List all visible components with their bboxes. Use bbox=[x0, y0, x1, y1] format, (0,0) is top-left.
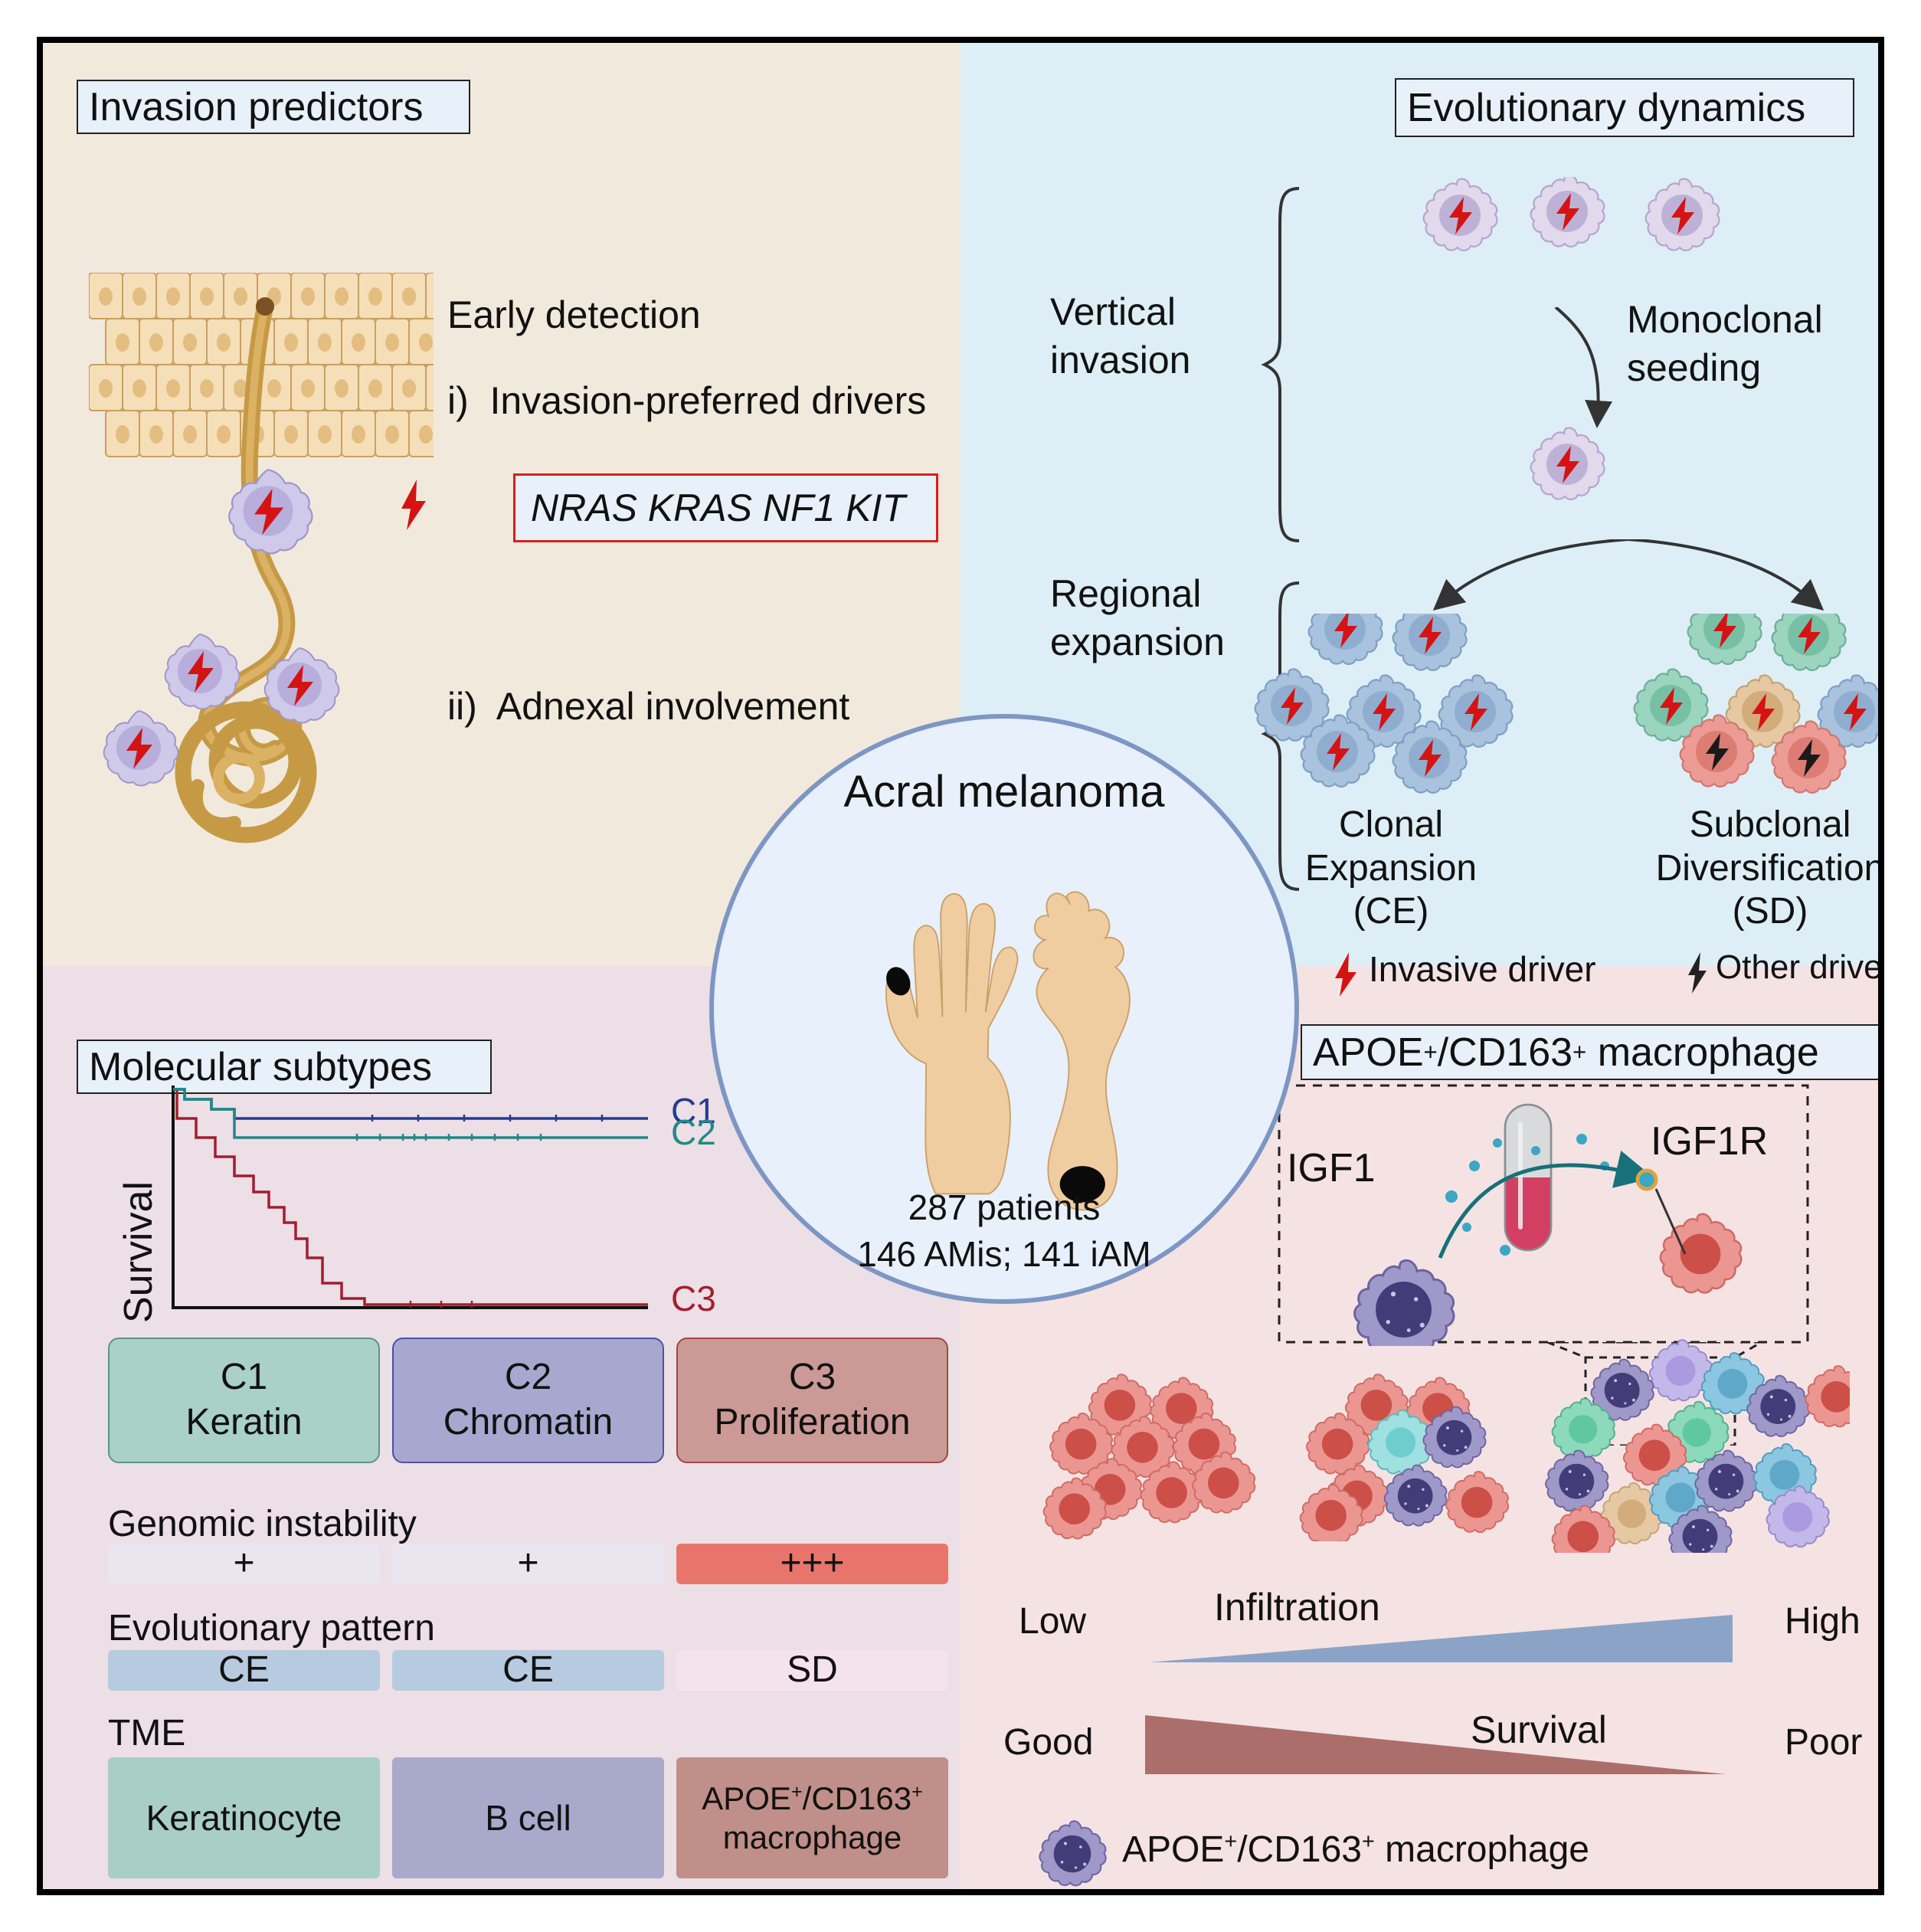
svg-text:C3: C3 bbox=[671, 1279, 716, 1318]
svg-text:IGF1R: IGF1R bbox=[1651, 1119, 1768, 1164]
svg-text:C2: C2 bbox=[671, 1112, 716, 1152]
